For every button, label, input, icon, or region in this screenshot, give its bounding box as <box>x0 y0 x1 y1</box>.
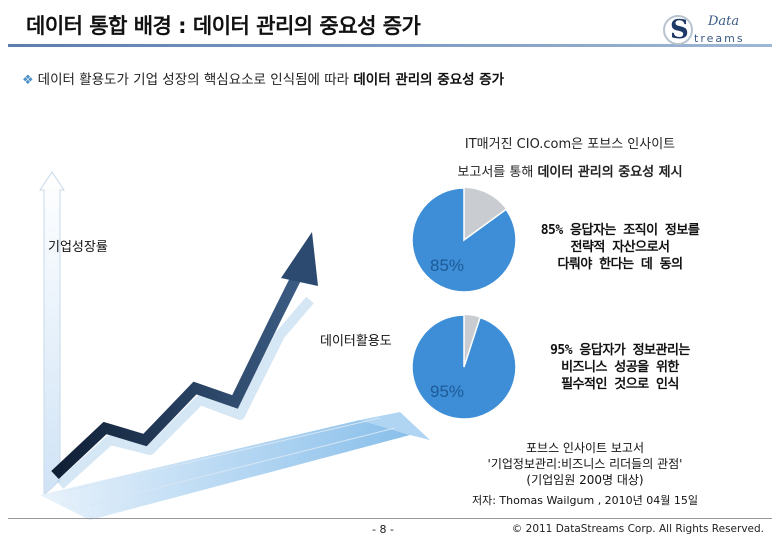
pie-1-main-slice <box>411 187 517 293</box>
key-message-text: 데이터 활용도가 기업 성장의 핵심요소로 인식됨에 따라 <box>37 72 354 88</box>
page-title: 데이터 통합 배경 : 데이터 관리의 중요성 증가 <box>26 14 421 38</box>
growth-arrowhead <box>281 232 318 286</box>
pie-1-line-1: 85% 응답자는 조직이 정보를 <box>540 223 700 238</box>
source-line-2: '기업정보관리:비즈니스 리더들의 관점' <box>487 457 683 471</box>
key-message: ❖ 데이터 활용도가 기업 성장의 핵심요소로 인식됨에 따라 데이터 관리의 중… <box>22 68 504 88</box>
vertical-axis-arrow <box>39 171 65 497</box>
key-message-emphasis: 데이터 관리의 중요성 증가 <box>353 72 505 88</box>
intro-line-2: 보고서를 통해 데이터 관리의 중요성 제시 <box>410 161 730 180</box>
intro-line-1: IT매거진 CIO.com은 포브스 인사이트 <box>464 137 676 152</box>
growth-line <box>51 275 301 480</box>
copyright: © 2011 DataStreams Corp. All Rights Rese… <box>511 523 764 535</box>
growth-illustration <box>0 150 460 535</box>
pie-1-percent: 85% <box>430 256 465 275</box>
intro-line-2-text: 보고서를 통해 <box>457 165 538 180</box>
label-data-usage: 데이터활용도 <box>320 334 392 349</box>
pie-2-main-slice <box>411 314 517 420</box>
intro-line-2-emphasis: 데이터 관리의 중요성 제시 <box>537 165 683 180</box>
pie-1-description: 85% 응답자는 조직이 정보를 전략적 자산으로서 다뤄야 한다는 데 동의 <box>520 222 720 273</box>
title-divider <box>8 44 772 47</box>
page-number: - 8 - <box>372 523 394 536</box>
pie-2-line-2: 비즈니스 성공을 위한 <box>561 360 679 375</box>
pie-2-line-3: 필수적인 것으로 인식 <box>561 377 679 392</box>
pie-2-callout <box>474 315 744 419</box>
pie-1-line-2: 전략적 자산으로서 <box>570 240 670 255</box>
pie-2-line-1: 95% 응답자가 정보관리는 <box>550 343 690 358</box>
svg-text:treams: treams <box>694 32 745 45</box>
floor-axis <box>40 420 410 520</box>
label-company-growth: 기업성장률 <box>48 240 108 255</box>
pie-2-percent: 95% <box>430 382 465 401</box>
pie-1-callout <box>474 188 744 292</box>
svg-text:S: S <box>670 15 689 45</box>
source-line-3: (기업임원 200명 대상) <box>526 473 644 487</box>
pie-1-line-3: 다뤄야 한다는 데 동의 <box>557 257 683 272</box>
diamond-bullet-icon: ❖ <box>22 73 34 88</box>
source-line-1: 포브스 인사이트 보고서 <box>525 441 645 455</box>
pie-2-description: 95% 응답자가 정보관리는 비즈니스 성공을 위한 필수적인 것으로 인식 <box>520 342 720 393</box>
footer-divider <box>8 518 772 519</box>
datastreams-logo: S Data treams <box>658 10 768 46</box>
svg-text:Data: Data <box>707 14 739 29</box>
source-citation: 저자: Thomas Wailgum , 2010년 04월 15일 <box>471 494 699 507</box>
